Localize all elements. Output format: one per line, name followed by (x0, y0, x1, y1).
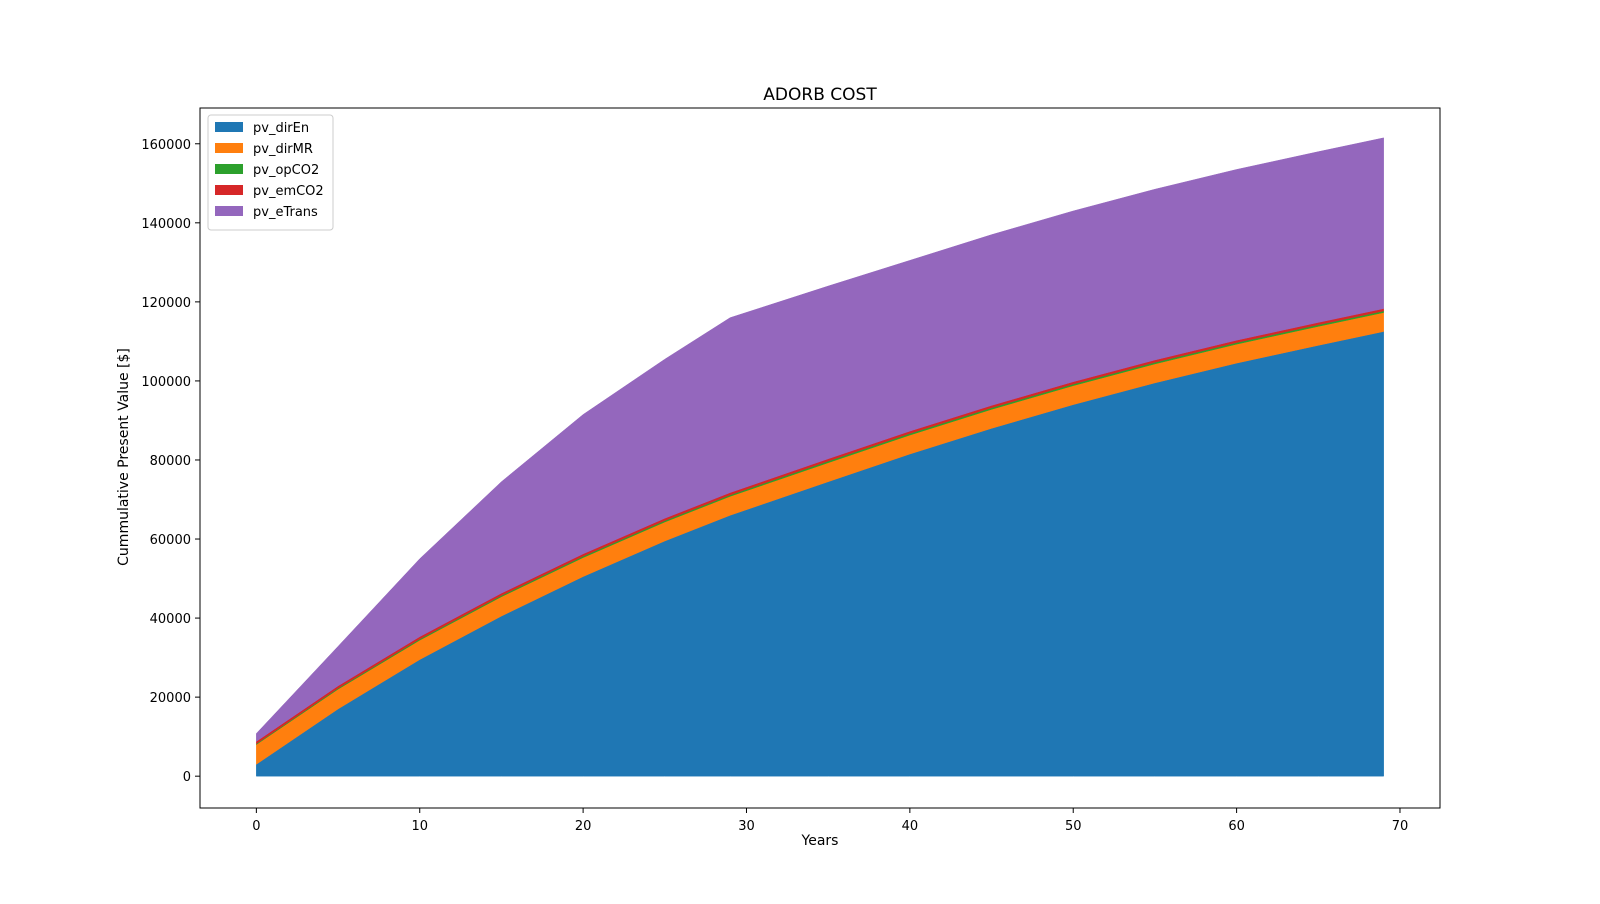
x-tick-label: 10 (411, 819, 428, 834)
legend: pv_dirEn pv_dirMR pv_opCO2 pv_emCO2 pv_eTran… (207, 114, 334, 231)
legend-swatch (215, 122, 243, 132)
y-tick-label: 120000 (141, 296, 191, 311)
legend-swatch (215, 143, 243, 153)
x-axis-ticks: 0 10 20 30 40 50 60 70 (252, 808, 1408, 834)
legend-label: pv_opCO2 (253, 163, 319, 178)
x-tick-label: 40 (902, 819, 919, 834)
x-tick-label: 70 (1392, 819, 1409, 834)
legend-swatch (215, 185, 243, 195)
y-tick-label: 20000 (150, 691, 191, 706)
area-layers (256, 137, 1384, 777)
plot-frame (199, 107, 1441, 809)
y-axis-label: Cummulative Present Value [$] (116, 348, 132, 566)
x-tick-label: 60 (1228, 819, 1245, 834)
x-tick-label: 50 (1065, 819, 1082, 834)
legend-label: pv_dirEn (253, 121, 309, 136)
legend-label: pv_eTrans (253, 205, 318, 220)
x-tick-label: 20 (575, 819, 592, 834)
legend-label: pv_dirMR (253, 142, 313, 157)
legend-swatch (215, 164, 243, 174)
x-tick-label: 30 (738, 819, 755, 834)
y-tick-label: 80000 (150, 454, 191, 469)
area-pv_eTrans (256, 137, 1384, 742)
x-axis-label: Years (801, 833, 839, 849)
y-tick-label: 160000 (141, 138, 191, 153)
y-tick-label: 40000 (150, 612, 191, 627)
legend-label: pv_emCO2 (253, 184, 324, 199)
y-axis-ticks: 0 20000 40000 60000 80000 100000 120000 140000 1… (141, 138, 200, 785)
x-tick-label: 0 (252, 819, 260, 834)
legend-swatch (215, 206, 243, 216)
y-tick-label: 0 (183, 770, 191, 785)
y-tick-label: 100000 (141, 375, 191, 390)
chart-title: ADORB COST (763, 85, 877, 105)
y-tick-label: 140000 (141, 217, 191, 232)
y-tick-label: 60000 (150, 533, 191, 548)
